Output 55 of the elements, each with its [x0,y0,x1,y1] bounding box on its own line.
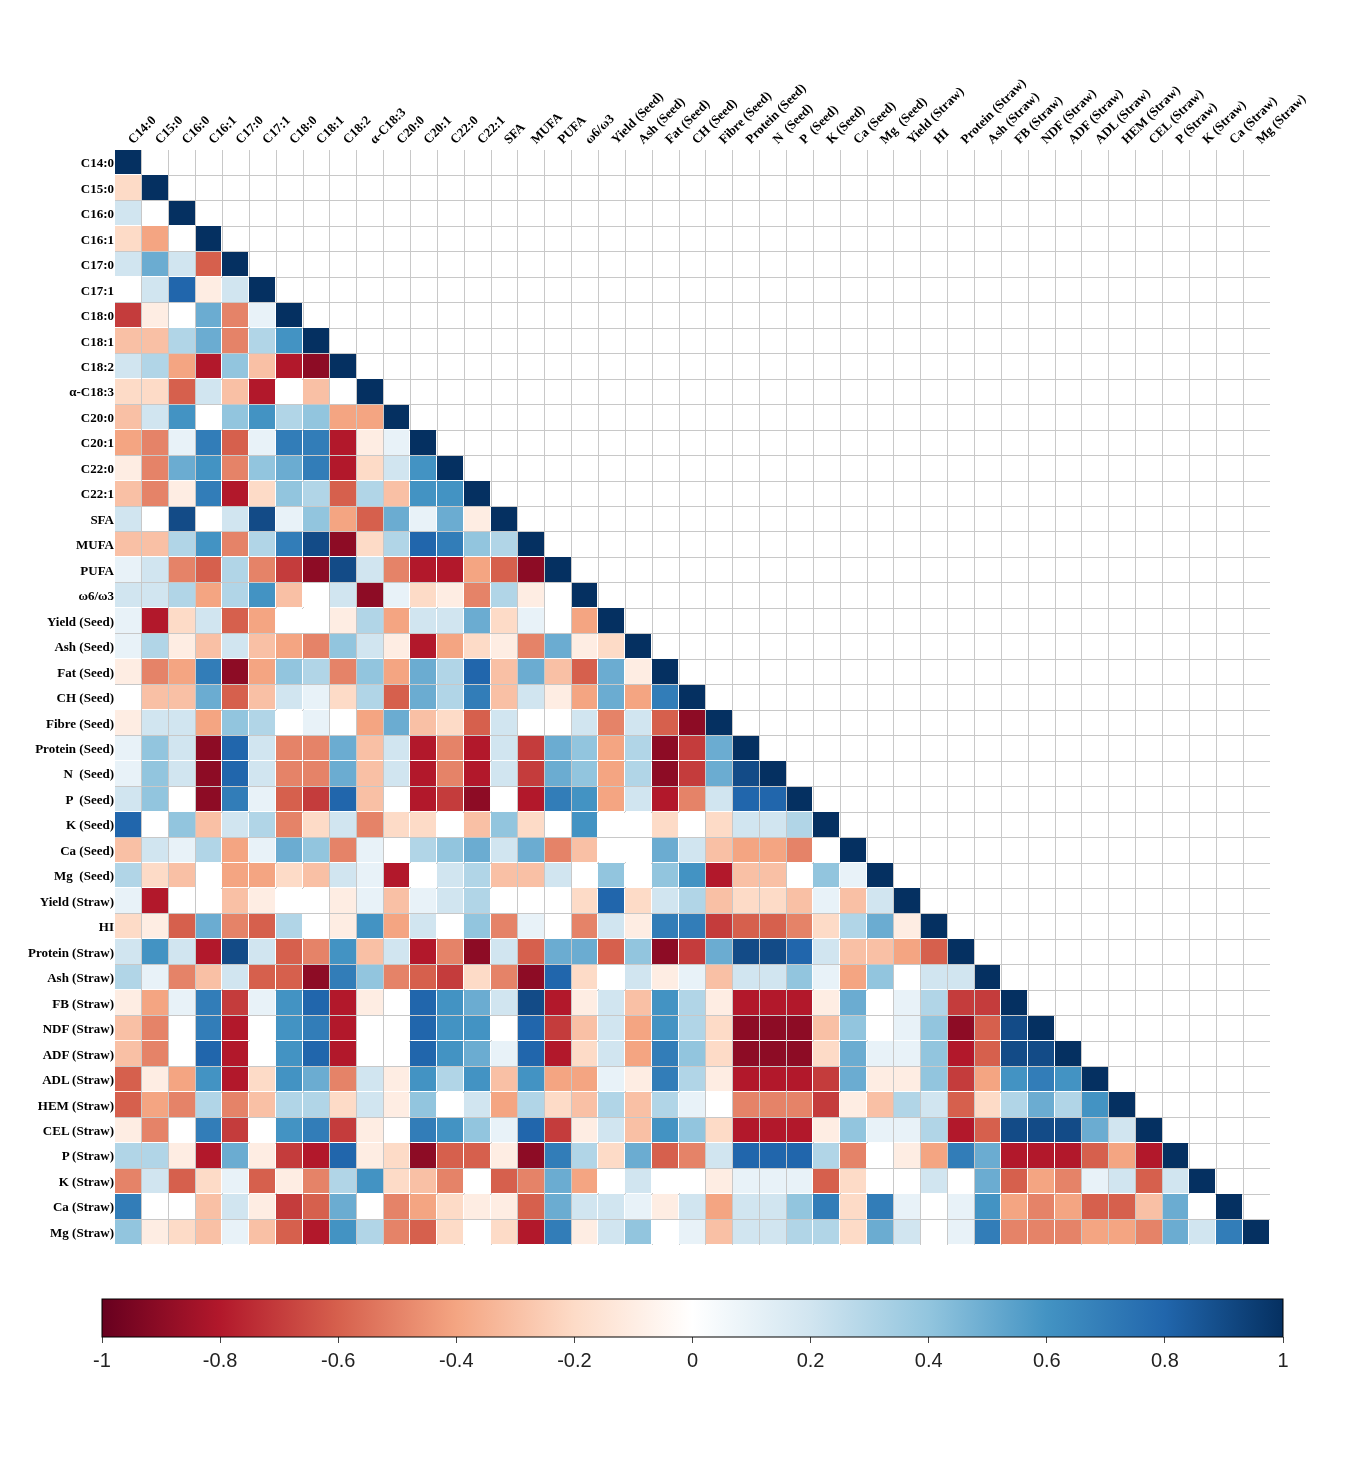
y-tick-label: PUFA [80,562,115,578]
y-tick-label: C20:1 [80,435,114,451]
y-tick-label: Protein (Straw) [27,944,114,960]
color-bar-label: 1 [1277,1349,1289,1371]
y-tick-label: CH (Seed) [56,690,114,706]
y-tick-label: Fat (Seed) [57,664,114,680]
y-tick-label: P (Seed) [65,791,114,807]
color-bar-label: 0.4 [914,1349,943,1371]
y-tick-label: SFA [90,511,115,527]
y-tick-label: MUFA [75,537,115,553]
y-tick-label: C20:0 [80,409,114,425]
color-bar-label: -0.4 [439,1349,474,1371]
y-tick-label: C22:1 [80,486,114,502]
y-tick-label: P (Straw) [61,1148,114,1164]
color-bar-label: -0.2 [557,1349,592,1371]
y-tick-label: CEL (Straw) [42,1122,114,1138]
y-tick-label: Fibre (Seed) [46,715,114,731]
color-bar-label: 0.8 [1150,1349,1179,1371]
y-tick-label: α-C18:3 [69,384,115,400]
y-tick-label: K (Seed) [65,817,114,833]
y-tick-label: Ash (Seed) [54,639,114,655]
y-tick-label: N (Seed) [63,766,114,782]
y-tick-label: Ca (Seed) [60,842,114,858]
y-tick-label: K (Straw) [58,1173,114,1189]
color-bar-label: 0 [686,1349,699,1371]
y-tick-label: Ca (Straw) [52,1199,114,1215]
y-tick-label: C16:0 [80,206,114,222]
color-bar-label: -0.8 [202,1349,238,1371]
y-tick-label: Protein (Seed) [35,740,114,756]
y-tick-label: C17:0 [80,257,114,273]
y-tick-label: C14:0 [80,155,114,171]
y-tick-label: ADL (Straw) [42,1072,114,1088]
y-tick-label: FB (Straw) [52,995,114,1011]
y-tick-label: HEM (Straw) [37,1097,114,1113]
y-tick-label: Mg (Straw) [50,1224,114,1240]
y-tick-label: Yield (Straw) [39,893,114,909]
y-tick-label: ω6/ω3 [78,588,115,604]
y-tick-label: C18:1 [80,333,114,349]
y-tick-label: C17:1 [80,282,114,298]
y-tick-label: NDF (Straw) [42,1021,114,1037]
color-bar-label: -0.6 [320,1349,356,1371]
x-tick-label: HI [930,125,952,147]
y-tick-label: C22:0 [80,460,114,476]
y-tick-label: C18:2 [80,359,114,374]
y-tick-label: ADF (Straw) [42,1046,114,1062]
y-tick-label: C18:0 [80,308,114,324]
color-bar-label: -1 [93,1349,111,1371]
y-tick-label: C16:1 [80,231,114,247]
y-tick-label: Ash (Straw) [47,970,114,986]
color-bar-label: 0.6 [1032,1349,1061,1371]
y-tick-label: C15:0 [80,180,114,196]
y-tick-label: Yield (Seed) [46,613,114,629]
y-tick-label: Mg (Seed) [54,868,114,884]
color-bar-label: 0.2 [796,1349,825,1371]
y-tick-label: HI [98,919,114,935]
